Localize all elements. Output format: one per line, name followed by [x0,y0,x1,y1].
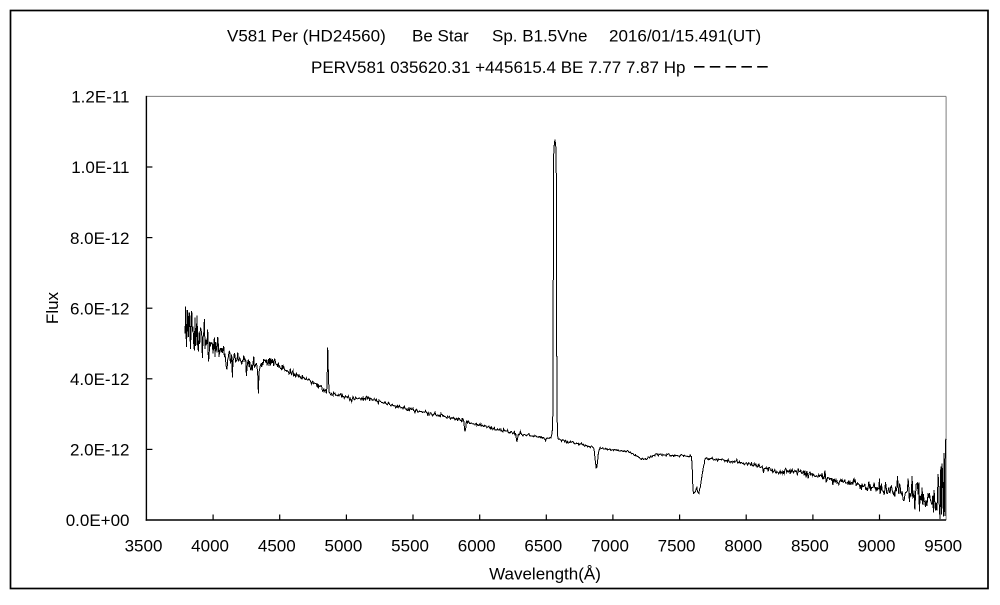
svg-text:Sp. B1.5Vne: Sp. B1.5Vne [492,26,587,45]
svg-text:Be Star: Be Star [412,26,469,45]
svg-text:3500: 3500 [125,537,163,556]
svg-text:PERV581 035620.31 +445615.4 BE: PERV581 035620.31 +445615.4 BE 7.77 7.87… [311,58,685,77]
svg-text:Wavelength(Å): Wavelength(Å) [489,565,601,584]
svg-text:4.0E-12: 4.0E-12 [70,370,130,389]
svg-text:1.0E-11: 1.0E-11 [71,158,129,177]
svg-text:9000: 9000 [858,537,896,556]
svg-text:2016/01/15.491(UT): 2016/01/15.491(UT) [609,26,761,45]
svg-text:2.0E-12: 2.0E-12 [70,441,130,460]
svg-text:9500: 9500 [924,537,962,556]
svg-text:6.0E-12: 6.0E-12 [70,299,130,318]
svg-text:Flux: Flux [43,291,62,324]
svg-text:V581 Per (HD24560): V581 Per (HD24560) [227,26,386,45]
svg-text:6500: 6500 [524,537,562,556]
svg-text:4000: 4000 [191,537,229,556]
svg-text:6000: 6000 [458,537,496,556]
svg-text:4500: 4500 [258,537,296,556]
svg-text:1.2E-11: 1.2E-11 [71,88,129,107]
svg-text:8000: 8000 [724,537,762,556]
svg-text:8.0E-12: 8.0E-12 [70,229,130,248]
svg-text:8500: 8500 [791,537,829,556]
svg-text:0.0E+00: 0.0E+00 [66,511,130,530]
svg-text:5000: 5000 [324,537,362,556]
svg-text:5500: 5500 [391,537,429,556]
svg-text:7000: 7000 [591,537,629,556]
svg-text:7500: 7500 [658,537,696,556]
